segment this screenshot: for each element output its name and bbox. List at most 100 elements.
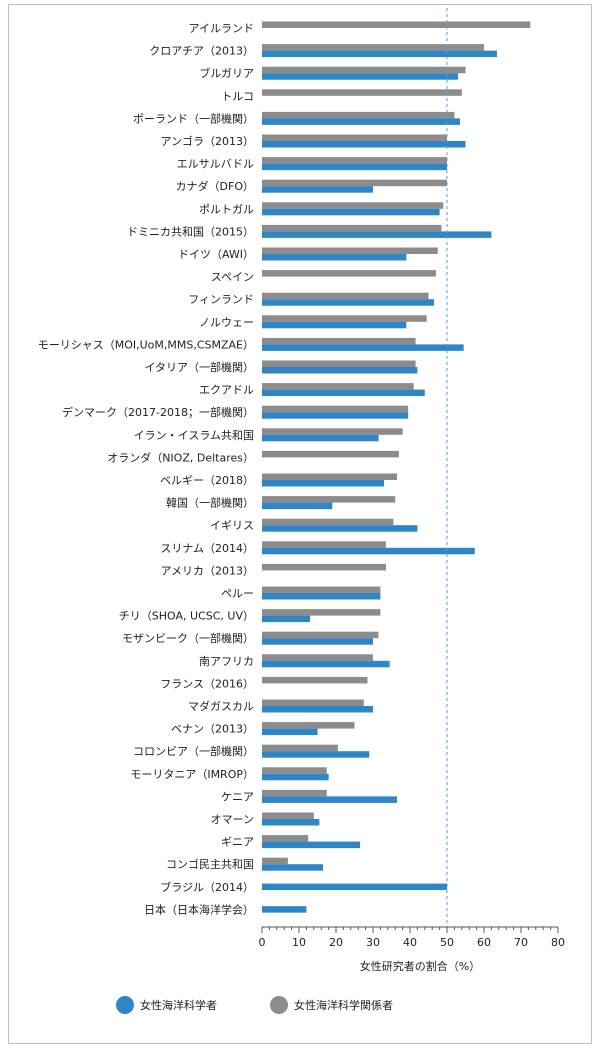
bar-personnel (262, 405, 409, 413)
bar-personnel (262, 654, 373, 661)
category-label: チリ（SHOA, UCSC, UV） (119, 610, 254, 623)
bar-personnel (262, 360, 416, 367)
category-label: エルサルバドル (177, 158, 254, 171)
bar-scientists (262, 773, 329, 781)
category-label: ギニア (221, 836, 254, 849)
bar-scientists (262, 299, 435, 306)
bar-scientists (262, 434, 379, 442)
x-tick-label: 20 (329, 936, 343, 949)
bar-personnel (262, 383, 414, 390)
bar-scientists (262, 367, 418, 374)
x-tick-label: 0 (259, 936, 266, 949)
category-label: オマーン (211, 813, 254, 826)
bar-personnel (262, 812, 314, 819)
x-tick-label: 40 (403, 936, 417, 949)
bar-scientists (262, 841, 361, 849)
bar-personnel (262, 789, 327, 797)
category-label: イギリス (210, 519, 254, 532)
category-label: コロンビア（一部機関） (133, 744, 254, 758)
category-label: コンゴ民主共和国 (166, 857, 254, 871)
category-label: クロアチア（2013） (149, 45, 254, 58)
bar-scientists (262, 141, 466, 148)
bar-personnel (262, 111, 455, 119)
x-tick-label: 10 (292, 936, 306, 949)
bar-personnel (262, 202, 444, 209)
category-label: アメリカ（2013） (161, 564, 254, 577)
bar-personnel (262, 835, 309, 842)
category-label: トルコ (221, 90, 254, 103)
category-label: イラン・イスラム共和国 (134, 429, 254, 442)
bar-scientists (262, 864, 324, 871)
bar-scientists (262, 163, 447, 171)
bar-scientists (262, 412, 409, 419)
bar-personnel (262, 292, 429, 300)
bar-scientists (262, 819, 320, 826)
bar-personnel (262, 631, 379, 639)
bar-personnel (262, 21, 531, 28)
bar-personnel (262, 44, 484, 51)
category-label: ペルー (221, 587, 254, 600)
bar-personnel (262, 89, 462, 96)
bar-personnel (262, 270, 436, 277)
category-label: スリナム（2014） (160, 542, 254, 555)
x-tick-label: 60 (477, 936, 491, 949)
legend: 女性海洋科学者 女性海洋科学関係者 (8, 986, 592, 1026)
x-axis-label: 女性研究者の割合（%） (360, 959, 480, 973)
bar-scientists (262, 480, 385, 487)
legend-item-scientists: 女性海洋科学者 (116, 996, 217, 1014)
bar-personnel (262, 767, 327, 774)
x-tick-label: 80 (551, 936, 565, 949)
category-label: ブラジル（2014） (160, 880, 254, 894)
bar-personnel (262, 157, 447, 164)
bars-group (262, 21, 531, 913)
category-label: ドミニカ共和国（2015） (127, 225, 254, 238)
bar-personnel (262, 247, 438, 254)
bar-scientists (262, 321, 407, 329)
bar-scientists (262, 208, 440, 216)
bar-personnel (262, 224, 442, 232)
bar-personnel (262, 857, 288, 865)
x-axis: 0 10 20 30 40 50 60 70 80 (259, 926, 565, 949)
category-label: オランダ（NIOZ, Deltares） (107, 450, 254, 464)
x-tick-label: 70 (514, 936, 528, 949)
bar-scientists (262, 525, 418, 532)
chart-frame (8, 4, 592, 1044)
category-label: ノルウェー (199, 316, 254, 329)
category-label: ケニア (221, 790, 254, 803)
bar-scientists (262, 660, 390, 668)
category-label: アンゴラ（2013） (160, 134, 254, 148)
category-label: モーリタニア（IMROP） (130, 768, 254, 781)
bar-scientists (262, 796, 398, 803)
bar-scientists (262, 593, 381, 600)
legend-swatch-gray (270, 996, 288, 1014)
bar-scientists (262, 728, 318, 736)
category-label: フランス（2016） (160, 677, 254, 690)
x-tick-label: 50 (440, 936, 454, 949)
category-label: カナダ（DFO） (176, 179, 254, 193)
category-label: エクアドル (199, 384, 254, 397)
legend-swatch-blue (116, 996, 134, 1014)
bar-scientists (262, 883, 447, 891)
category-label: ポルトガル (199, 203, 254, 216)
category-label: モーリシャス（MOI,UoM,MMS,CSMZAE） (38, 338, 254, 351)
legend-item-personnel: 女性海洋科学関係者 (270, 996, 393, 1014)
category-label: デンマーク（2017-2018；一部機関） (62, 405, 254, 419)
bar-scientists (262, 231, 492, 238)
category-label: ドイツ（AWI） (178, 248, 254, 261)
bar-personnel (262, 676, 368, 684)
bar-personnel (262, 66, 466, 74)
x-tick-label: 30 (366, 936, 380, 949)
bar-personnel (262, 541, 386, 548)
bar-personnel (262, 722, 355, 729)
bar-personnel (262, 699, 364, 706)
bar-personnel (262, 450, 399, 458)
bar-personnel (262, 586, 381, 593)
bar-scientists (262, 344, 464, 351)
category-label: モザンビーク（一部機関） (122, 631, 254, 645)
bar-personnel (262, 744, 338, 752)
bar-personnel (262, 315, 427, 322)
bar-scientists (262, 615, 311, 623)
bar-scientists (262, 706, 373, 713)
bar-scientists (262, 751, 370, 758)
category-label: アイルランド (189, 22, 254, 35)
